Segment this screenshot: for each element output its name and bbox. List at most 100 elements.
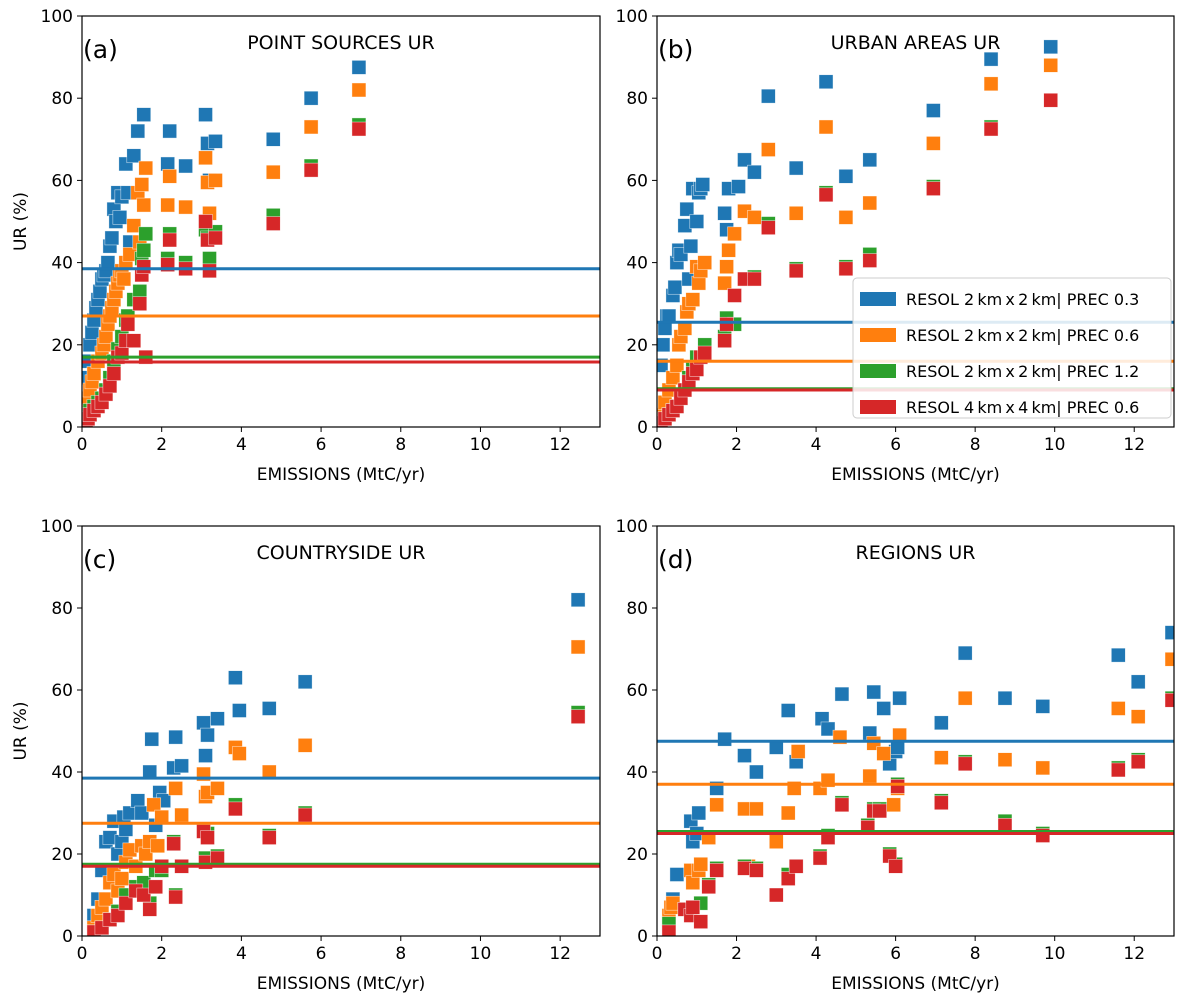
data-point (200, 830, 215, 845)
series-4 (657, 92, 1059, 427)
x-tick-label: 2 (156, 435, 167, 455)
data-point (178, 199, 193, 215)
x-tick-label: 6 (316, 944, 327, 964)
data-point (697, 345, 713, 361)
data-point (926, 136, 941, 151)
data-point (957, 756, 973, 772)
data-point (265, 164, 281, 180)
data-point (780, 871, 796, 886)
y-tick-label: 0 (62, 927, 73, 947)
legend-entry-label: RESOL 2 km x 2 km| PREC 0.3 (906, 290, 1139, 309)
data-point (104, 230, 120, 246)
data-point (202, 263, 217, 279)
legend-swatch (860, 328, 896, 342)
data-point (1130, 754, 1146, 770)
data-point (667, 279, 683, 295)
data-point (834, 797, 850, 813)
data-point (1043, 92, 1059, 108)
data-point (168, 729, 183, 745)
y-tick-label: 80 (626, 599, 648, 619)
data-point (1035, 699, 1051, 714)
y-tick-label: 60 (51, 171, 73, 191)
series-4 (86, 709, 586, 936)
data-point (148, 879, 164, 895)
data-point (788, 263, 804, 279)
axes-frame (656, 525, 1175, 937)
data-point (957, 645, 973, 661)
series-1 (86, 592, 586, 923)
data-point (886, 797, 901, 813)
data-point (86, 366, 102, 381)
data-point (132, 284, 148, 299)
data-point (1164, 651, 1174, 667)
data-point (957, 690, 973, 706)
axes-frame (81, 15, 601, 428)
data-point (1130, 709, 1146, 724)
data-point (747, 271, 762, 287)
panel-title: REGIONS UR (856, 542, 976, 564)
data-point (818, 187, 834, 203)
data-point (196, 715, 211, 731)
y-tick-label: 0 (62, 418, 73, 438)
legend-entry-label: RESOL 2 km x 2 km| PREC 1.2 (906, 362, 1139, 381)
data-point (126, 148, 142, 164)
x-tick-label: 10 (470, 435, 492, 455)
plot-area (82, 60, 600, 427)
data-point (761, 220, 776, 235)
data-point (737, 152, 752, 168)
data-point (926, 181, 941, 196)
data-point (160, 197, 175, 213)
data-point (136, 259, 152, 275)
y-tick-label: 80 (51, 599, 73, 619)
data-point (150, 838, 166, 854)
x-tick-label: 6 (890, 944, 901, 964)
x-axis-label: EMISSIONS (MtC/yr) (831, 974, 1000, 994)
data-point (1111, 647, 1126, 663)
data-point (136, 887, 152, 903)
data-point (198, 150, 213, 166)
y-tick-label: 100 (616, 7, 648, 27)
data-point (102, 378, 118, 394)
data-point (788, 205, 804, 221)
data-point (98, 329, 114, 344)
data-point (747, 210, 762, 225)
data-point (691, 275, 707, 291)
data-point (761, 88, 776, 104)
data-point (727, 288, 742, 303)
y-tick-label: 40 (626, 254, 648, 274)
data-point (1164, 692, 1174, 708)
data-point (1111, 762, 1126, 778)
y-tick-label: 0 (637, 418, 648, 438)
data-point (202, 251, 217, 266)
data-point (297, 674, 313, 690)
x-tick-label: 12 (549, 435, 571, 455)
x-axis-label: EMISSIONS (MtC/yr) (257, 974, 426, 994)
data-point (130, 123, 146, 139)
x-tick-label: 10 (1044, 435, 1066, 455)
data-point (265, 216, 281, 231)
data-point (210, 711, 225, 727)
x-tick-label: 12 (1123, 944, 1145, 964)
data-point (162, 123, 177, 139)
data-point (838, 168, 854, 184)
series-2 (82, 82, 367, 414)
legend-swatch (860, 292, 896, 306)
data-point (862, 195, 878, 211)
data-point (862, 253, 878, 268)
data-point (665, 370, 681, 385)
panel-tag: (b) (658, 35, 693, 64)
data-point (232, 703, 247, 718)
axes-frame (656, 15, 1175, 428)
data-point (136, 242, 152, 258)
plot-area (657, 625, 1174, 936)
data-point (737, 748, 752, 763)
data-point (126, 333, 142, 348)
data-point (872, 803, 888, 819)
data-point (695, 177, 711, 192)
legend: RESOL 2 km x 2 km| PREC 0.3 RESOL 2 km x … (852, 277, 1172, 419)
legend-swatch (860, 400, 896, 414)
plot-area (82, 592, 600, 936)
data-point (780, 703, 796, 718)
y-axis-label: UR (%) (11, 701, 31, 760)
